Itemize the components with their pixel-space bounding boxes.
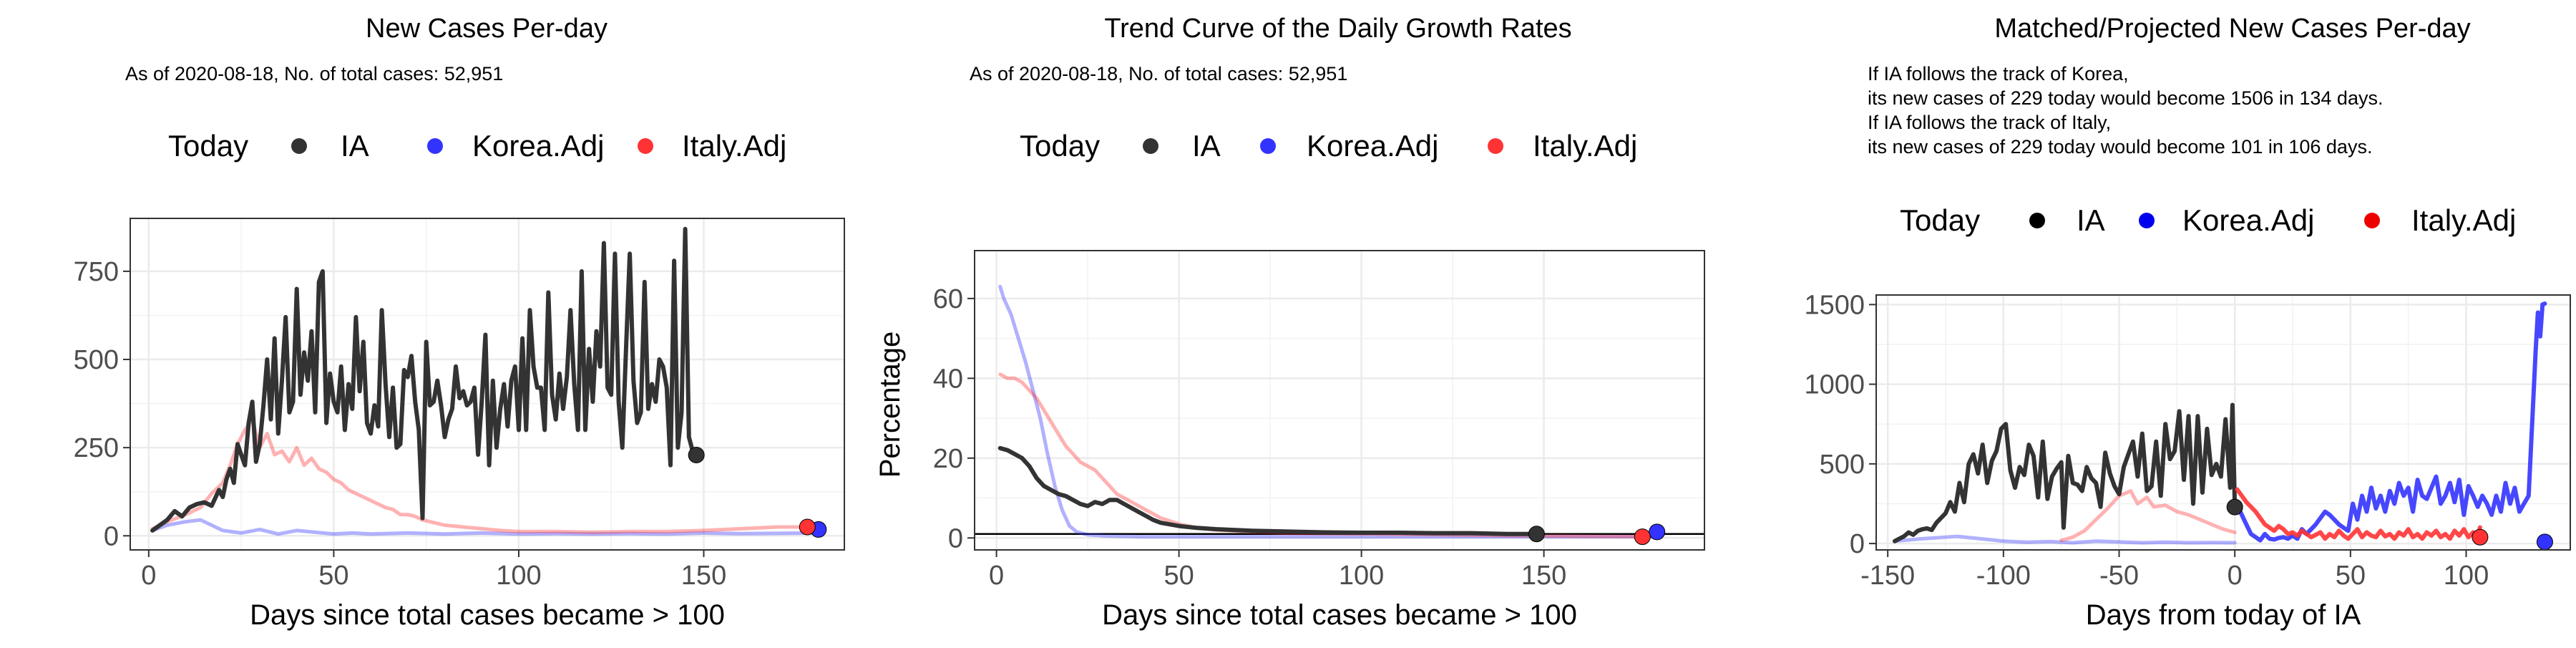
y-tick-label: 750	[74, 257, 119, 287]
x-axis-label: Days from today of IA	[2086, 599, 2361, 631]
annotation-line: If IA follows the track of Korea,	[1868, 63, 2129, 84]
legend-label-italy: Italy.Adj	[682, 129, 786, 163]
today-point-korea-adj	[2536, 533, 2553, 551]
legend-label-ia: IA	[341, 129, 369, 163]
legend-key-ia	[1143, 138, 1158, 154]
series-line-italy-adj-faint	[998, 372, 1648, 539]
annotation-line: If IA follows the track of Italy,	[1868, 112, 2111, 133]
chart-subtitle: As of 2020-08-18, No. of total cases: 52…	[970, 63, 1347, 84]
legend-label-italy: Italy.Adj	[1533, 129, 1637, 163]
series-line-italy-adj	[2235, 487, 2482, 541]
legend-key-korea	[2139, 213, 2155, 228]
x-axis-label: Days since total cases became > 100	[250, 599, 725, 631]
legend-key-korea	[1260, 138, 1276, 154]
axis-ticks: 0 50 100 150 0 20 40 60	[933, 284, 1567, 591]
x-tick-label: 50	[1163, 561, 1194, 591]
legend-key-italy	[638, 138, 653, 154]
y-tick-label: 500	[1820, 450, 1865, 480]
x-tick-label: 0	[2228, 561, 2243, 591]
series-line-korea-adj	[2235, 301, 2547, 543]
series-line-italy-adj-faint	[2059, 489, 2237, 543]
y-tick-label: 60	[933, 284, 963, 314]
legend-label-italy: Italy.Adj	[2411, 203, 2516, 237]
today-point-korea-adj	[1649, 523, 1666, 541]
x-tick-label: 50	[318, 561, 348, 591]
x-tick-label: 150	[1521, 561, 1566, 591]
series-line-italy-adj-faint	[150, 417, 809, 534]
x-tick-label: 0	[989, 561, 1004, 591]
series-line-ia	[997, 445, 1539, 536]
today-point-ia	[2226, 498, 2243, 516]
x-tick-label: 100	[496, 561, 541, 591]
panel-projected: Matched/Projected New Cases Per-day If I…	[1804, 14, 2571, 631]
y-tick-label: 500	[74, 345, 119, 375]
series-line-korea-adj-faint	[1893, 534, 2237, 545]
x-tick-label: 50	[2336, 561, 2366, 591]
y-tick-label: 0	[104, 521, 119, 551]
x-tick-label: -150	[1860, 561, 1915, 591]
plot-grid	[975, 251, 1704, 550]
series-line-ia	[1892, 402, 2238, 543]
today-point-italy-adj	[2472, 528, 2489, 546]
plot-series	[1892, 301, 2553, 551]
y-tick-label: 20	[933, 444, 963, 474]
chart-title: Trend Curve of the Daily Growth Rates	[1104, 14, 1571, 44]
series-line-ia	[150, 226, 699, 533]
y-tick-label: 40	[933, 364, 963, 394]
plot-panel-border	[130, 218, 845, 551]
chart-title: Matched/Projected New Cases Per-day	[1994, 14, 2470, 44]
annotation-line: its new cases of 229 today would become …	[1868, 136, 2372, 158]
plot-series	[975, 284, 1704, 546]
legend-label-ia: IA	[1192, 129, 1221, 163]
legend-label-korea: Korea.Adj	[472, 129, 604, 163]
y-tick-label: 250	[74, 433, 119, 463]
x-tick-label: 150	[681, 561, 726, 591]
legend-label-korea: Korea.Adj	[2182, 203, 2314, 237]
legend: Today IA Korea.Adj Italy.Adj	[168, 129, 786, 163]
annotation-line: its new cases of 229 today would become …	[1868, 87, 2383, 109]
x-tick-label: 100	[2444, 561, 2489, 591]
legend: Today IA Korea.Adj Italy.Adj	[1020, 129, 1637, 163]
chart-title: New Cases Per-day	[366, 14, 608, 44]
x-tick-label: 100	[1339, 561, 1384, 591]
legend-key-italy	[2364, 213, 2380, 228]
legend-label-korea: Korea.Adj	[1307, 129, 1438, 163]
plot-grid	[1876, 295, 2570, 550]
x-axis-label: Days since total cases became > 100	[1102, 599, 1577, 631]
legend: Today IA Korea.Adj Italy.Adj	[1900, 203, 2516, 237]
plot-panel-border	[974, 250, 1705, 551]
legend-key-italy	[1488, 138, 1503, 154]
x-tick-label: 0	[141, 561, 156, 591]
chart-subtitle: As of 2020-08-18, No. of total cases: 52…	[125, 63, 503, 84]
y-tick-label: 0	[1850, 529, 1865, 559]
legend-key-ia	[291, 138, 307, 154]
plot-panel-border	[1875, 294, 2571, 551]
legend-key-ia	[2029, 213, 2045, 228]
legend-title: Today	[1900, 203, 1980, 237]
axis-ticks: 0 50 100 150 0 250 500 750	[74, 257, 727, 591]
plot-series	[150, 226, 827, 538]
today-point-ia	[1528, 526, 1545, 543]
legend-title: Today	[168, 129, 248, 163]
today-point-italy-adj	[1634, 528, 1651, 546]
legend-title: Today	[1020, 129, 1100, 163]
today-point-italy-adj	[799, 518, 816, 536]
legend-key-korea	[427, 138, 443, 154]
x-tick-label: -50	[2099, 561, 2139, 591]
y-tick-label: 1500	[1804, 290, 1865, 320]
today-point-ia	[688, 447, 705, 464]
y-axis-label: Percentage	[874, 332, 906, 478]
y-tick-label: 1000	[1804, 370, 1865, 400]
x-tick-label: -100	[1976, 561, 2031, 591]
y-tick-label: 0	[948, 523, 963, 553]
legend-label-ia: IA	[2077, 203, 2105, 237]
series-line-korea-adj-faint	[998, 284, 1659, 539]
series-line-korea-adj-faint	[150, 518, 817, 536]
panel-growth-rates: Trend Curve of the Daily Growth Rates As…	[874, 14, 1705, 631]
panel-new-cases: New Cases Per-day As of 2020-08-18, No. …	[74, 14, 845, 631]
